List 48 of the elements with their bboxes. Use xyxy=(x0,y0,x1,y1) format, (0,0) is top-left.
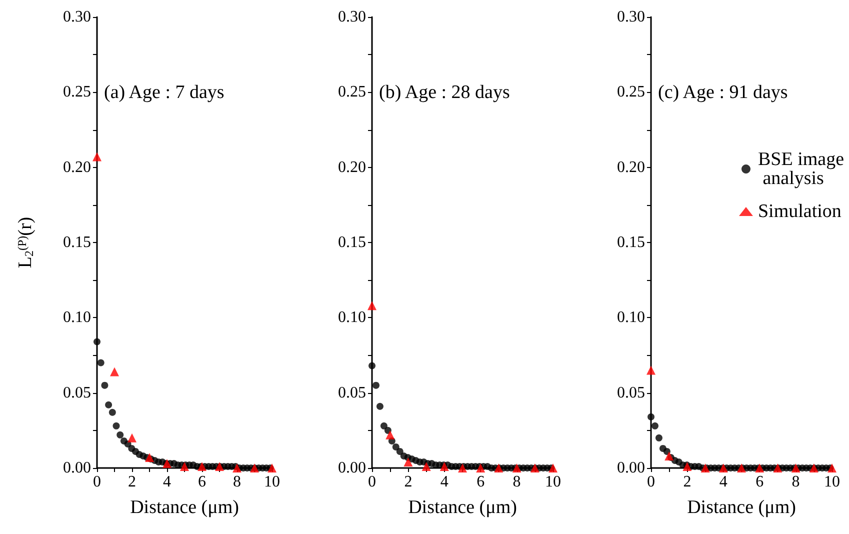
x-axis-title: Distance (μm) xyxy=(408,497,517,518)
x-tick-label: 4 xyxy=(719,474,728,490)
text: (c) Age : 91 days xyxy=(658,82,788,103)
y-tick-label: 0.00 xyxy=(617,460,645,476)
y-tick-label: 0.15 xyxy=(617,234,645,251)
x-tick-label: 6 xyxy=(756,474,764,490)
x-tick-label: 0 xyxy=(368,474,376,490)
y-tick-label: 0.25 xyxy=(617,84,645,101)
y-tick-label: 0.15 xyxy=(338,234,366,251)
x-axis-title: Distance (μm) xyxy=(687,497,796,518)
y-tick-label: 0.05 xyxy=(63,384,91,402)
legend-label: BSE image analysis xyxy=(758,149,844,189)
x-tick-label: 8 xyxy=(233,474,241,490)
x-tick-label: 0 xyxy=(647,474,655,490)
x-tick-label: 6 xyxy=(198,474,206,490)
x-tick-label: 10 xyxy=(824,474,840,490)
x-tick-label: 8 xyxy=(792,474,800,490)
y-tick-label: 0.15 xyxy=(63,234,91,251)
text: (b) Age : 28 days xyxy=(379,82,510,103)
y-axis-title: L2(P)(r) xyxy=(15,216,36,268)
y-tick-label: 0.20 xyxy=(338,158,366,176)
x-tick-label: 10 xyxy=(545,474,561,490)
y-tick-label: 0.20 xyxy=(617,158,645,176)
x-tick-label: 8 xyxy=(512,474,521,490)
x-tick-label: 10 xyxy=(264,474,280,490)
x-tick-label: 0 xyxy=(93,474,101,490)
y-tick-label: 0.10 xyxy=(338,309,366,326)
x-tick-label: 4 xyxy=(163,474,171,490)
y-tick-label: 0.05 xyxy=(338,384,366,402)
y-tick-label: 0.30 xyxy=(63,8,91,26)
x-tick-label: 2 xyxy=(404,474,412,490)
y-tick-label: 0.10 xyxy=(63,309,91,326)
x-tick-label: 6 xyxy=(476,474,485,490)
text: (a) Age : 7 days xyxy=(104,82,224,103)
x-tick-label: 2 xyxy=(683,474,692,490)
y-tick-label: 0.25 xyxy=(338,84,366,101)
y-tick-label: 0.05 xyxy=(617,384,645,402)
y-tick-label: 0.20 xyxy=(63,158,91,176)
legend-label: Simulation xyxy=(758,201,842,222)
x-axis-title: Distance (μm) xyxy=(130,497,239,518)
x-tick-label: 4 xyxy=(440,474,448,490)
y-tick-label: 0.25 xyxy=(63,84,91,101)
y-tick-label: 0.00 xyxy=(338,460,366,476)
y-tick-label: 0.30 xyxy=(338,8,366,26)
y-tick-label: 0.10 xyxy=(617,309,645,326)
y-tick-label: 0.30 xyxy=(617,8,645,26)
y-tick-label: 0.00 xyxy=(63,460,91,476)
x-tick-label: 2 xyxy=(128,474,136,490)
